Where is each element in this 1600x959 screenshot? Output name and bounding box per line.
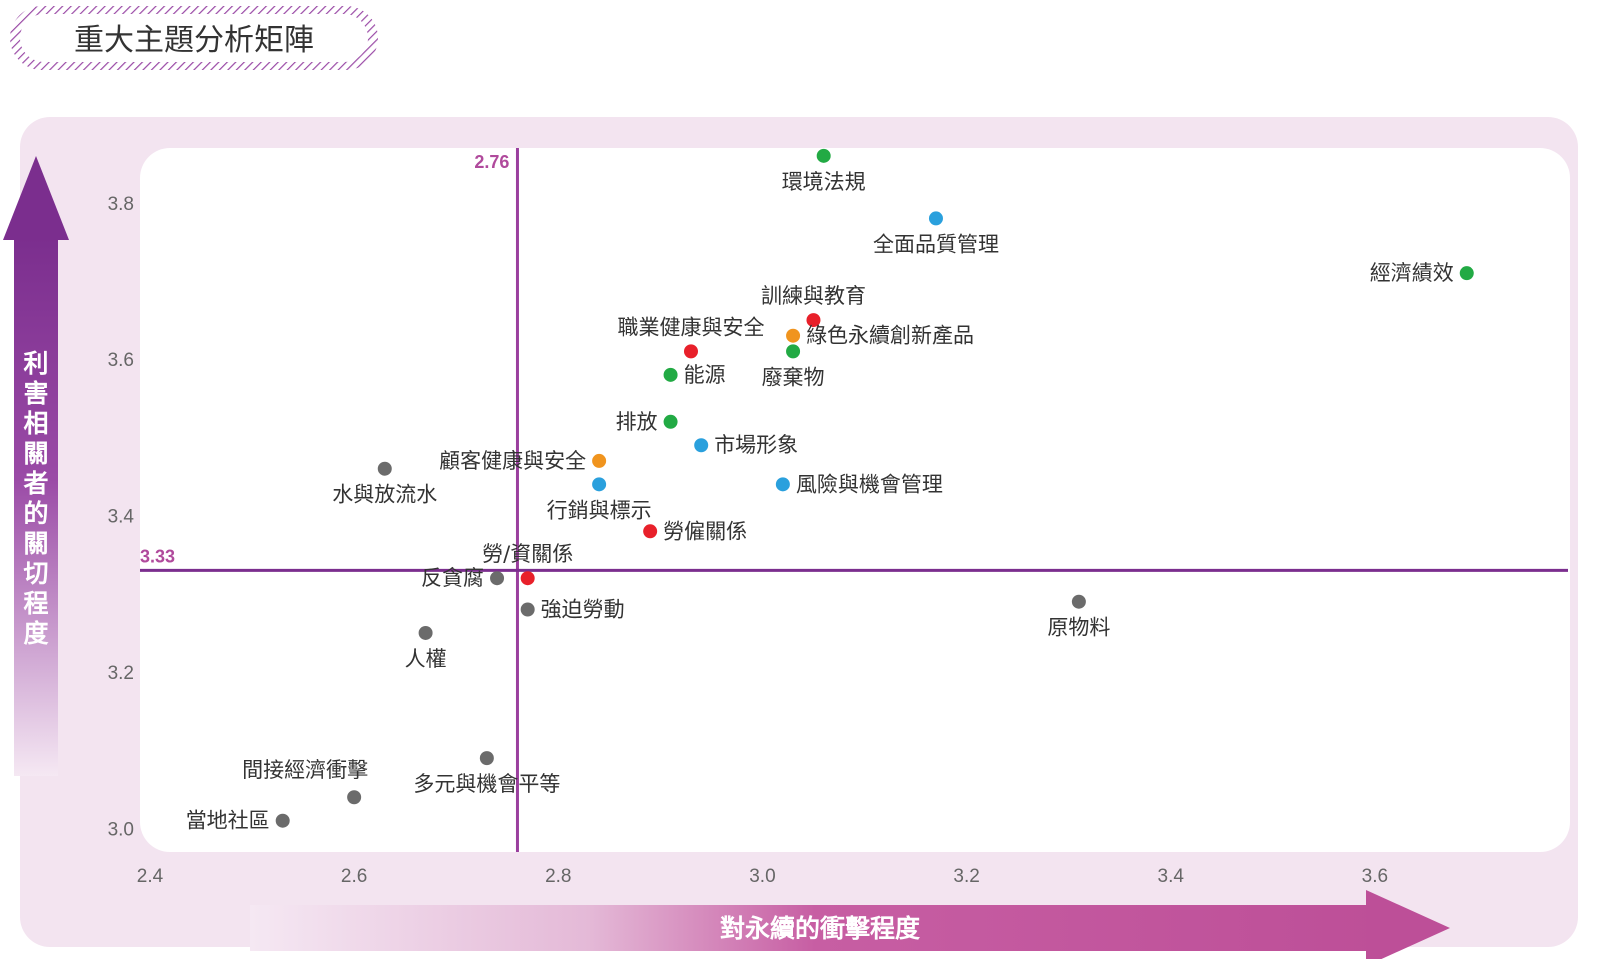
- point-label: 水與放流水: [332, 483, 437, 507]
- point-label: 排放: [616, 410, 658, 434]
- point-label: 人權: [405, 647, 447, 671]
- data-point: 多元與機會平等: [413, 751, 560, 796]
- point-label: 能源: [684, 363, 726, 387]
- point-marker: [683, 344, 698, 359]
- point-label: 間接經濟衝擊: [242, 758, 368, 782]
- point-marker: [663, 367, 678, 382]
- plot-area: [140, 148, 1570, 852]
- data-point: 廢棄物: [762, 344, 825, 389]
- x-tick-label: 3.0: [749, 866, 775, 887]
- y-axis-title: 利害相關者的關切程度: [23, 349, 48, 648]
- point-marker: [520, 571, 535, 586]
- point-marker: [928, 211, 943, 226]
- data-point: 能源: [663, 363, 726, 387]
- x-tick-label: 3.6: [1362, 866, 1388, 887]
- point-label: 勞僱關係: [663, 519, 747, 543]
- data-point: 排放: [616, 410, 678, 434]
- point-label: 強迫勞動: [541, 598, 625, 622]
- point-label: 行銷與標示: [547, 498, 652, 522]
- data-point: 當地社區: [186, 809, 290, 833]
- title-badge: 重大主題分析矩陣: [10, 6, 378, 70]
- page-title: 重大主題分析矩陣: [74, 23, 314, 58]
- x-axis-title: 對永續的衝擊程度: [720, 914, 920, 943]
- point-label: 市場形象: [714, 433, 798, 457]
- point-label: 廢棄物: [762, 365, 825, 389]
- data-point: 全面品質管理: [873, 211, 999, 256]
- data-point: 經濟績效: [1370, 261, 1474, 285]
- point-marker: [520, 602, 535, 617]
- y-tick-labels: 3.0 3.2 3.4 3.6 3.8: [108, 194, 135, 841]
- point-label: 全面品質管理: [873, 232, 999, 256]
- point-marker: [377, 461, 392, 476]
- point-marker: [663, 414, 678, 429]
- point-label: 環境法規: [782, 170, 866, 194]
- data-point: 市場形象: [694, 433, 798, 457]
- x-reference-label: 2.76: [474, 152, 509, 172]
- y-tick-label: 3.8: [108, 194, 134, 215]
- point-marker: [694, 438, 709, 453]
- data-point: 環境法規: [782, 148, 866, 194]
- y-axis-arrow: [3, 156, 69, 776]
- point-marker: [490, 571, 505, 586]
- data-point: 顧客健康與安全: [439, 449, 607, 473]
- point-marker: [806, 313, 821, 328]
- data-point: 綠色永續創新產品: [786, 324, 974, 348]
- x-tick-label: 3.2: [953, 866, 979, 887]
- x-tick-labels: 2.4 2.6 2.8 3.0 3.2 3.4 3.6: [137, 866, 1388, 887]
- point-marker: [786, 328, 801, 343]
- x-tick-label: 2.8: [545, 866, 571, 887]
- y-tick-label: 3.4: [108, 507, 135, 528]
- point-label: 經濟績效: [1370, 261, 1454, 285]
- point-marker: [816, 148, 831, 163]
- x-tick-label: 2.6: [341, 866, 367, 887]
- point-marker: [786, 344, 801, 359]
- point-marker: [1459, 266, 1474, 281]
- data-point: 強迫勞動: [520, 598, 625, 622]
- data-point: 勞僱關係: [643, 519, 747, 543]
- point-marker: [347, 790, 362, 805]
- point-marker: [592, 453, 607, 468]
- data-point: 人權: [405, 625, 447, 671]
- point-marker: [418, 625, 433, 640]
- data-point: 訓練與教育: [761, 284, 866, 328]
- point-marker: [592, 477, 607, 492]
- point-marker: [479, 751, 494, 766]
- point-marker: [275, 813, 290, 828]
- point-label: 職業健康與安全: [617, 315, 764, 339]
- point-marker: [1071, 594, 1086, 609]
- data-point: 原物料: [1047, 594, 1110, 640]
- data-point: 行銷與標示: [547, 477, 652, 522]
- x-tick-label: 2.4: [137, 866, 164, 887]
- data-point: 水與放流水: [332, 461, 437, 507]
- point-label: 勞/資關係: [482, 542, 573, 566]
- point-label: 訓練與教育: [761, 284, 866, 308]
- point-label: 綠色永續創新產品: [806, 324, 974, 348]
- y-tick-label: 3.0: [108, 820, 134, 841]
- data-point: 間接經濟衝擊: [242, 758, 368, 805]
- point-label: 風險與機會管理: [796, 472, 943, 496]
- point-label: 原物料: [1047, 616, 1110, 640]
- data-point: 職業健康與安全: [617, 315, 764, 359]
- data-point: 勞/資關係: [482, 542, 573, 586]
- y-tick-label: 3.2: [108, 663, 134, 684]
- x-tick-label: 3.4: [1158, 866, 1185, 887]
- point-marker: [775, 477, 790, 492]
- point-marker: [643, 524, 658, 539]
- point-label: 當地社區: [186, 809, 270, 833]
- x-axis-arrow: [250, 890, 1450, 959]
- data-point: 風險與機會管理: [775, 472, 943, 496]
- data-point: 反貪腐: [421, 566, 505, 590]
- point-label: 反貪腐: [421, 566, 484, 590]
- point-label: 顧客健康與安全: [439, 449, 586, 473]
- y-tick-label: 3.6: [108, 350, 134, 371]
- y-reference-label: 3.33: [140, 546, 175, 566]
- point-label: 多元與機會平等: [413, 772, 560, 796]
